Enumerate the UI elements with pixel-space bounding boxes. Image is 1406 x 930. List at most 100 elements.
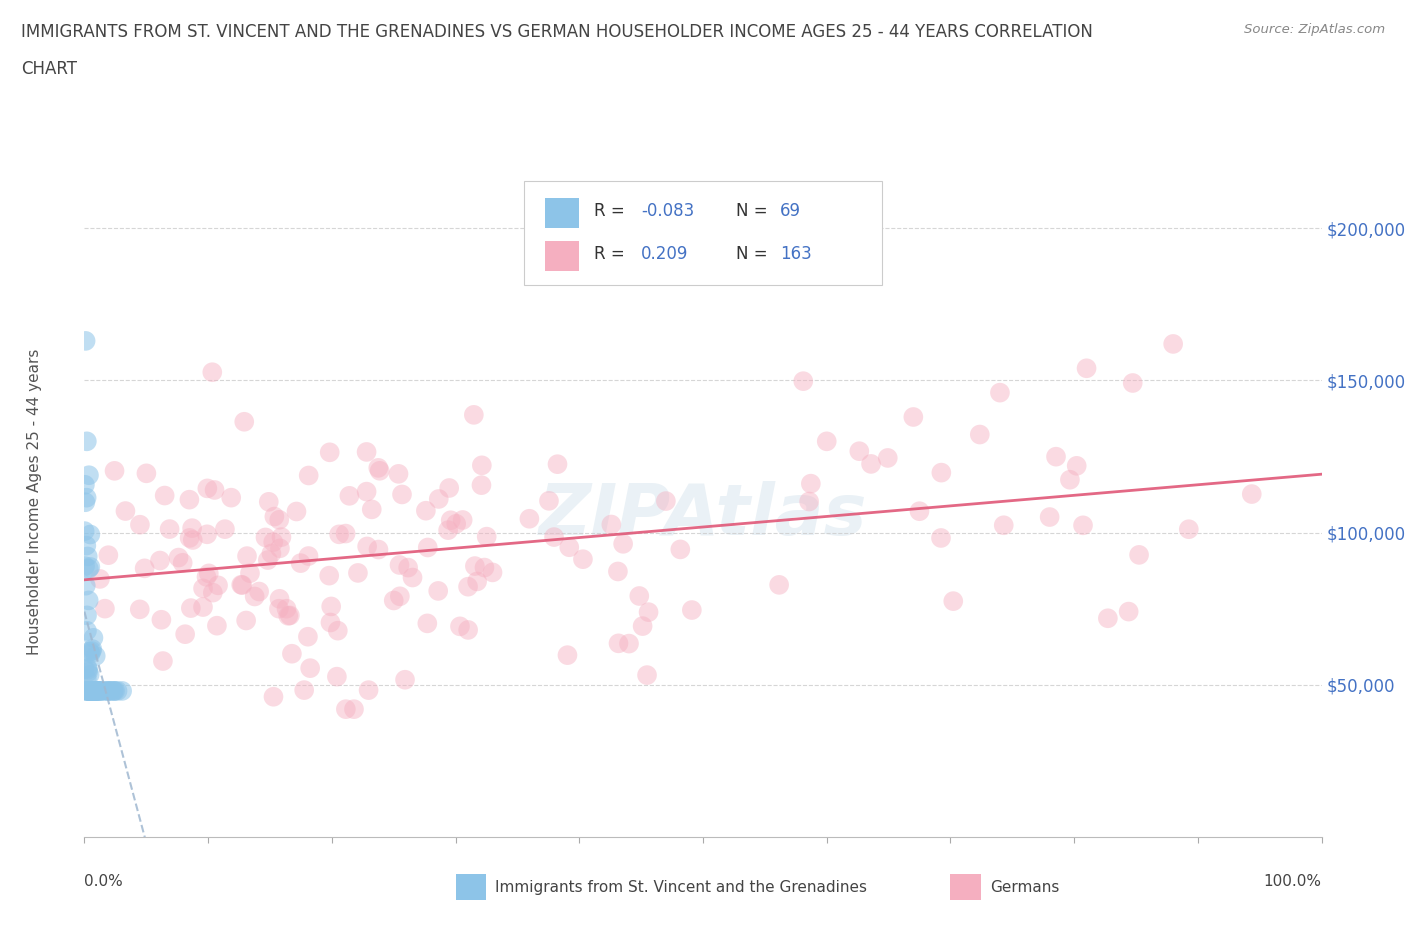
Point (356, 539, 378, 554)
Point (299, 660, 322, 675)
Point (1045, 449, 1067, 464)
Point (77, 468, 100, 483)
Point (80, 684, 103, 698)
Point (75, 538, 97, 553)
Point (394, 672, 416, 687)
Point (73, 684, 96, 698)
Point (969, 427, 991, 442)
Point (219, 490, 242, 505)
Text: Immigrants from St. Vincent and the Grenadines: Immigrants from St. Vincent and the Gren… (495, 880, 868, 895)
Point (82, 642, 104, 657)
Point (903, 409, 925, 424)
Point (298, 468, 321, 483)
Point (75, 578, 97, 593)
Point (152, 654, 174, 669)
Point (97, 684, 120, 698)
Point (76, 490, 98, 505)
Point (100, 684, 122, 698)
Point (76, 671, 98, 686)
Point (191, 600, 214, 615)
Point (82, 684, 104, 698)
Point (628, 589, 651, 604)
Point (134, 561, 156, 576)
Point (321, 599, 343, 614)
Point (97, 548, 120, 563)
Point (427, 583, 450, 598)
Point (1178, 522, 1201, 537)
Point (80, 684, 103, 698)
Point (254, 530, 277, 545)
Point (239, 565, 262, 580)
Point (87, 684, 110, 698)
Point (91, 684, 114, 698)
Point (260, 546, 283, 561)
Point (79, 644, 101, 659)
Point (263, 689, 285, 704)
Point (80, 684, 103, 698)
Point (129, 517, 152, 532)
Text: ZIPAtlas: ZIPAtlas (538, 481, 868, 550)
Point (233, 415, 256, 430)
Point (1071, 518, 1094, 533)
Point (262, 535, 284, 550)
Point (76, 549, 98, 564)
Point (87, 684, 110, 698)
Point (80, 684, 103, 698)
Point (204, 483, 226, 498)
Point (89, 684, 111, 698)
Point (1076, 361, 1098, 376)
Point (235, 613, 257, 628)
Point (669, 542, 692, 557)
Point (79, 684, 101, 698)
Point (79, 646, 101, 661)
Point (257, 552, 280, 567)
Point (91, 684, 114, 698)
Point (205, 618, 228, 633)
Point (792, 374, 814, 389)
Point (73, 477, 96, 492)
Point (457, 579, 479, 594)
Point (326, 623, 349, 638)
Point (267, 601, 290, 616)
Point (80, 644, 103, 658)
Point (243, 589, 266, 604)
Text: 100.0%: 100.0% (1264, 874, 1322, 889)
Point (463, 407, 485, 422)
Point (195, 569, 218, 584)
Point (481, 565, 503, 579)
Point (79, 668, 101, 683)
Point (84, 648, 107, 663)
Point (82, 631, 104, 645)
Point (942, 593, 965, 608)
Point (929, 530, 952, 545)
Point (97, 684, 120, 698)
Point (297, 549, 319, 564)
Point (382, 593, 405, 608)
Point (201, 585, 224, 600)
Point (247, 584, 270, 599)
Text: 69: 69 (780, 202, 800, 219)
Point (440, 512, 463, 527)
Point (876, 450, 898, 465)
Point (848, 444, 870, 458)
Point (367, 542, 389, 557)
Bar (544, 197, 579, 228)
Point (475, 529, 498, 544)
Point (75, 495, 97, 510)
Bar (950, 874, 981, 900)
Point (636, 668, 658, 683)
Point (357, 683, 380, 698)
Point (600, 517, 623, 532)
Point (1059, 472, 1081, 487)
Point (335, 526, 357, 541)
Point (328, 527, 350, 542)
Point (167, 551, 190, 565)
Point (77, 684, 100, 698)
Point (79, 684, 101, 698)
Point (181, 521, 204, 536)
Point (681, 603, 703, 618)
Point (1128, 548, 1150, 563)
Point (76, 660, 98, 675)
Text: 163: 163 (780, 246, 811, 263)
Point (281, 646, 304, 661)
